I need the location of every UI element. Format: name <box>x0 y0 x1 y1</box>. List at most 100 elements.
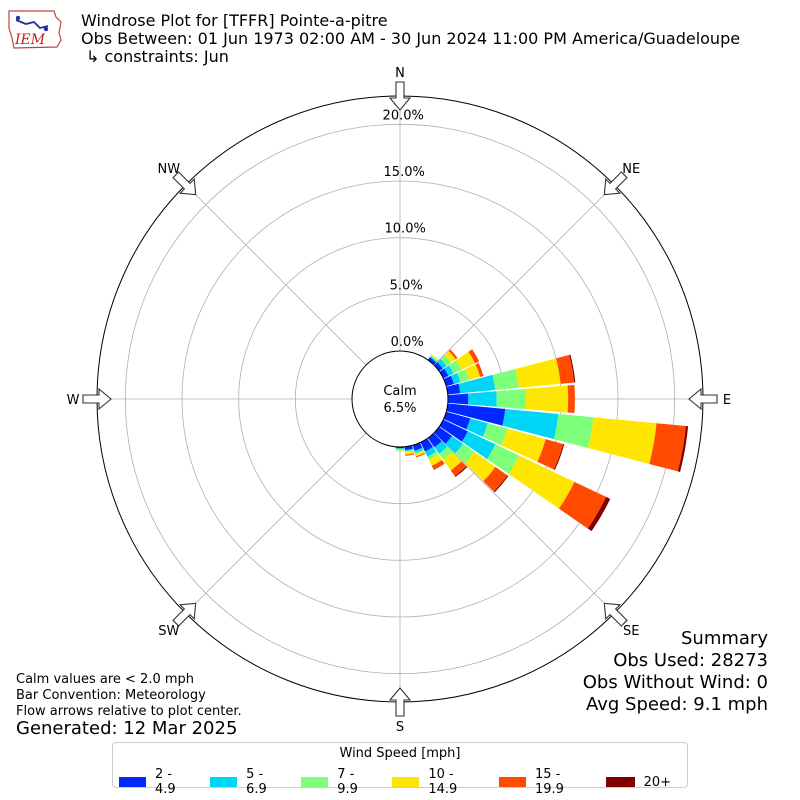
legend-label: 7 - 9.9 <box>337 767 358 797</box>
bar-segment <box>395 449 405 451</box>
bar-segment <box>465 364 481 380</box>
flow-arrows-note: Flow arrows relative to plot center. <box>16 704 242 719</box>
calm-label: Calm <box>383 384 416 399</box>
legend-swatch <box>498 777 526 787</box>
bar-segment <box>428 454 443 466</box>
bar-segment <box>464 451 496 482</box>
bar-segment <box>448 349 458 360</box>
bar-segment <box>405 450 415 455</box>
bar-segment <box>430 355 438 362</box>
bar-segment <box>405 453 415 456</box>
bar-segment <box>404 448 414 452</box>
radial-tick-label: 15.0% <box>384 165 425 180</box>
bar-segment <box>461 431 496 460</box>
bar-segment <box>515 358 561 388</box>
direction-label-se: SE <box>623 624 639 639</box>
radial-tick-label: 10.0% <box>385 222 426 237</box>
direction-label-n: N <box>395 66 405 81</box>
bar-segment <box>434 441 448 454</box>
constraints: ↳ constraints: Jun <box>86 47 229 66</box>
legend-items: 2 - 4.9 5 - 6.9 7 - 9.9 10 - 14.9 15 - 19.9 2… <box>119 767 687 797</box>
bar-segment <box>556 354 575 384</box>
legend-label: 2 - 4.9 <box>155 767 176 797</box>
bar-segment <box>455 443 475 463</box>
summary-heading: Summary <box>681 628 768 649</box>
bar-segment <box>444 350 456 363</box>
summary-panel: Summary Obs Used: 28273 Obs Without Wind… <box>583 628 768 716</box>
bar-segment <box>424 446 437 457</box>
bar-segment <box>677 426 689 472</box>
grid-circle <box>124 123 676 675</box>
calm-value: 6.5% <box>383 401 416 416</box>
bar-segment <box>434 362 443 372</box>
calm-note: Calm values are < 2.0 mph <box>16 672 195 687</box>
bar-segment <box>427 433 442 448</box>
bar-segment <box>508 455 575 509</box>
bar-segment <box>567 384 575 414</box>
bar-segment <box>415 450 425 457</box>
bar-segment <box>454 466 468 477</box>
bar-segment <box>450 461 467 477</box>
bar-segment <box>395 447 405 450</box>
bar-segment <box>553 443 565 470</box>
spoke-sw <box>185 432 367 614</box>
direction-label-nw: NW <box>157 162 180 177</box>
bar-segment <box>448 360 462 374</box>
direction-label-ne: NE <box>622 162 640 177</box>
bar-segment <box>443 375 454 387</box>
summary-avg-speed: Avg Speed: 9.1 mph <box>586 694 768 715</box>
logo-text: IEM <box>14 32 46 48</box>
bar-segment <box>427 451 439 460</box>
bar-segment <box>437 358 447 369</box>
legend-label: 15 - 19.9 <box>535 767 564 797</box>
legend-label: 20+ <box>643 774 671 790</box>
bar-segment <box>443 411 471 430</box>
bar-segment <box>404 449 414 453</box>
legend-label: 5 - 6.9 <box>246 767 267 797</box>
legend-swatch <box>605 777 635 787</box>
flow-arrow-icon <box>172 171 197 196</box>
bar-segment <box>439 368 449 379</box>
grid-circle <box>181 180 619 618</box>
bar-segment <box>525 385 569 413</box>
bar-segment <box>395 450 405 452</box>
generated-date: Generated: 12 Mar 2025 <box>16 718 238 739</box>
bar-segment <box>466 418 488 437</box>
notes-panel: Calm values are < 2.0 mph Bar Convention… <box>16 672 242 720</box>
bar-segment <box>420 438 434 452</box>
bar-segment <box>482 423 508 446</box>
bar-segment <box>501 428 546 462</box>
flow-arrow-icon <box>172 602 197 627</box>
legend-item: 2 - 4.9 <box>119 767 194 797</box>
bar-segment <box>431 459 445 471</box>
flow-arrow-icon <box>388 687 412 717</box>
radial-tick-label: 20.0% <box>383 108 424 123</box>
bar-convention-note: Bar Convention: Meteorology <box>16 688 206 703</box>
legend-label: 10 - 14.9 <box>428 767 458 797</box>
chart-title: Windrose Plot for [TFFR] Pointe-a-pitre <box>81 11 388 30</box>
bar-segment <box>457 369 470 383</box>
legend-swatch <box>301 777 329 787</box>
bar-segment <box>442 451 462 471</box>
bar-segment <box>587 496 611 532</box>
legend-swatch <box>392 777 420 787</box>
bar-segment <box>447 393 469 405</box>
bar-segment <box>483 466 508 492</box>
bar-segment <box>446 383 461 395</box>
direction-label-w: W <box>67 393 80 408</box>
bar-segment <box>458 374 496 394</box>
spoke-ne <box>433 184 615 366</box>
flow-arrow-icon <box>603 602 628 627</box>
bar-segment <box>438 446 453 460</box>
legend-item: 15 - 19.9 <box>498 767 590 797</box>
legend-swatch <box>210 777 238 787</box>
flow-arrow-icon <box>603 171 628 196</box>
direction-label-s: S <box>396 720 404 735</box>
bar-segment <box>493 475 509 493</box>
direction-label-e: E <box>723 393 731 408</box>
bar-segment <box>537 439 564 470</box>
bar-segment <box>446 403 506 426</box>
calm-circle <box>351 350 449 448</box>
iem-logo: IEM <box>8 10 62 49</box>
